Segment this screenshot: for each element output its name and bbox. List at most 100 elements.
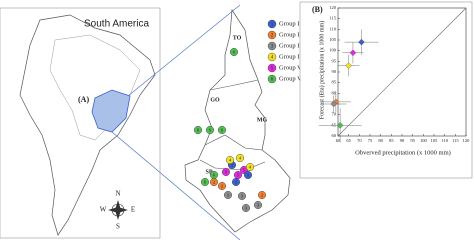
x-tick-label: 60 [336, 138, 341, 143]
station-number: 5 [243, 168, 246, 173]
station-marker [245, 162, 254, 171]
station-marker [217, 181, 226, 190]
y-tick-label: 100 [329, 48, 337, 53]
y-tick-label: 80 [332, 90, 337, 95]
zoom-line [127, 4, 241, 97]
point [358, 38, 365, 46]
x-tick-label: 80 [378, 138, 383, 143]
station-number: 2 [221, 184, 223, 189]
y-tick-label: 110 [329, 26, 336, 31]
station-marker [221, 167, 230, 176]
legend-marker [267, 63, 277, 73]
station-number: 6 [213, 173, 216, 178]
legend-marker [267, 30, 277, 40]
x-tick-label: 95 [410, 138, 415, 143]
x-tick-label: 110 [441, 138, 448, 143]
station-number: 5 [237, 173, 240, 178]
compass-label: W [100, 206, 107, 214]
y-tick-label: 60 [332, 133, 337, 138]
station-marker [223, 190, 232, 199]
station-marker [225, 155, 234, 164]
x-tick-label: 120 [463, 138, 471, 143]
station-marker [229, 48, 238, 57]
legend-number: 1 [271, 23, 274, 28]
y-tick-label: 120 [329, 5, 337, 10]
station-number: 3 [245, 206, 248, 211]
y-tick-label: 115 [329, 16, 336, 21]
point [345, 62, 352, 69]
station-number: 5 [225, 170, 228, 175]
legend-label: Group IV [279, 53, 304, 60]
country-borders [49, 34, 141, 141]
x-tick-label: 70 [357, 138, 362, 143]
station-number: 2 [213, 180, 215, 185]
legend-marker [267, 74, 277, 84]
legend-number: 3 [271, 45, 274, 50]
chart-frame [299, 1, 473, 179]
legend-label: Group V [279, 64, 302, 71]
y-tick-label: 95 [332, 58, 337, 63]
x-tick-label: 85 [389, 138, 394, 143]
station-number: 2 [261, 193, 263, 198]
x-tick-label: 100 [420, 138, 428, 143]
study-region [91, 89, 131, 133]
legend-marker [267, 52, 277, 62]
legend-marker [267, 19, 277, 29]
compass-rose [108, 200, 128, 220]
station-number: 1 [247, 173, 249, 178]
station-number: 1 [231, 163, 233, 168]
state-label: MG [257, 117, 268, 123]
station-number: 3 [257, 203, 260, 208]
continent-outline [19, 14, 156, 236]
station-number: 3 [227, 193, 230, 198]
legend-marker [267, 41, 277, 51]
compass: N S E W [100, 190, 135, 231]
legend-label: Group I [279, 20, 299, 27]
station-marker [200, 177, 209, 186]
compass-label: E [131, 206, 135, 214]
x-tick-label: 90 [400, 138, 405, 143]
legend: 1 Group I 2 Group II 3 Group III 4 Group IV 5 Gro… [267, 19, 304, 84]
station-marker [209, 170, 218, 179]
station-number: 4 [249, 165, 252, 170]
state-label: SP [205, 169, 212, 175]
legend-label: Group VI [279, 75, 304, 82]
y-tick-label: 85 [332, 80, 337, 85]
station-number: 6 [209, 128, 212, 133]
station-number: 1 [235, 180, 237, 185]
x-axis-label: Obverved precipitation (x 1000 mm) [355, 149, 451, 156]
station-number: 4 [239, 156, 242, 161]
station-number: 6 [204, 180, 207, 185]
x-tick-label: 75 [368, 138, 373, 143]
y-tick-label: 90 [332, 69, 337, 74]
state-label: GO [210, 97, 220, 103]
station-number: 4 [229, 158, 232, 163]
station-number: 3 [241, 194, 244, 199]
legend-label: Group II [279, 31, 302, 38]
y-tick-label: 65 [332, 122, 337, 127]
x-tick-label: 105 [431, 138, 439, 143]
station-marker [235, 153, 244, 162]
region-label: South America [84, 19, 149, 30]
legend-number: 4 [271, 56, 274, 61]
station-marker [241, 203, 250, 212]
station-marker [253, 200, 262, 209]
compass-ring [111, 203, 125, 217]
station-marker [237, 191, 246, 200]
panel-label: (A) [78, 95, 89, 104]
y-tick-label: 105 [329, 37, 337, 42]
y-axis-label: Forecast (Eta) precipitation (x 1000 mm) [318, 21, 325, 119]
station-marker [258, 190, 267, 199]
legend-label: Group III [279, 42, 304, 49]
state-label: TO [233, 35, 242, 41]
compass-label: N [115, 190, 120, 198]
station-number: 6 [197, 128, 200, 133]
station-marker [193, 125, 202, 134]
station-number: 6 [233, 50, 236, 55]
compass-label: S [116, 223, 120, 231]
x-tick-label: 115 [452, 138, 459, 143]
panel-label: (B) [312, 5, 323, 14]
state-borders [199, 79, 266, 171]
x-tick-label: 65 [346, 138, 351, 143]
